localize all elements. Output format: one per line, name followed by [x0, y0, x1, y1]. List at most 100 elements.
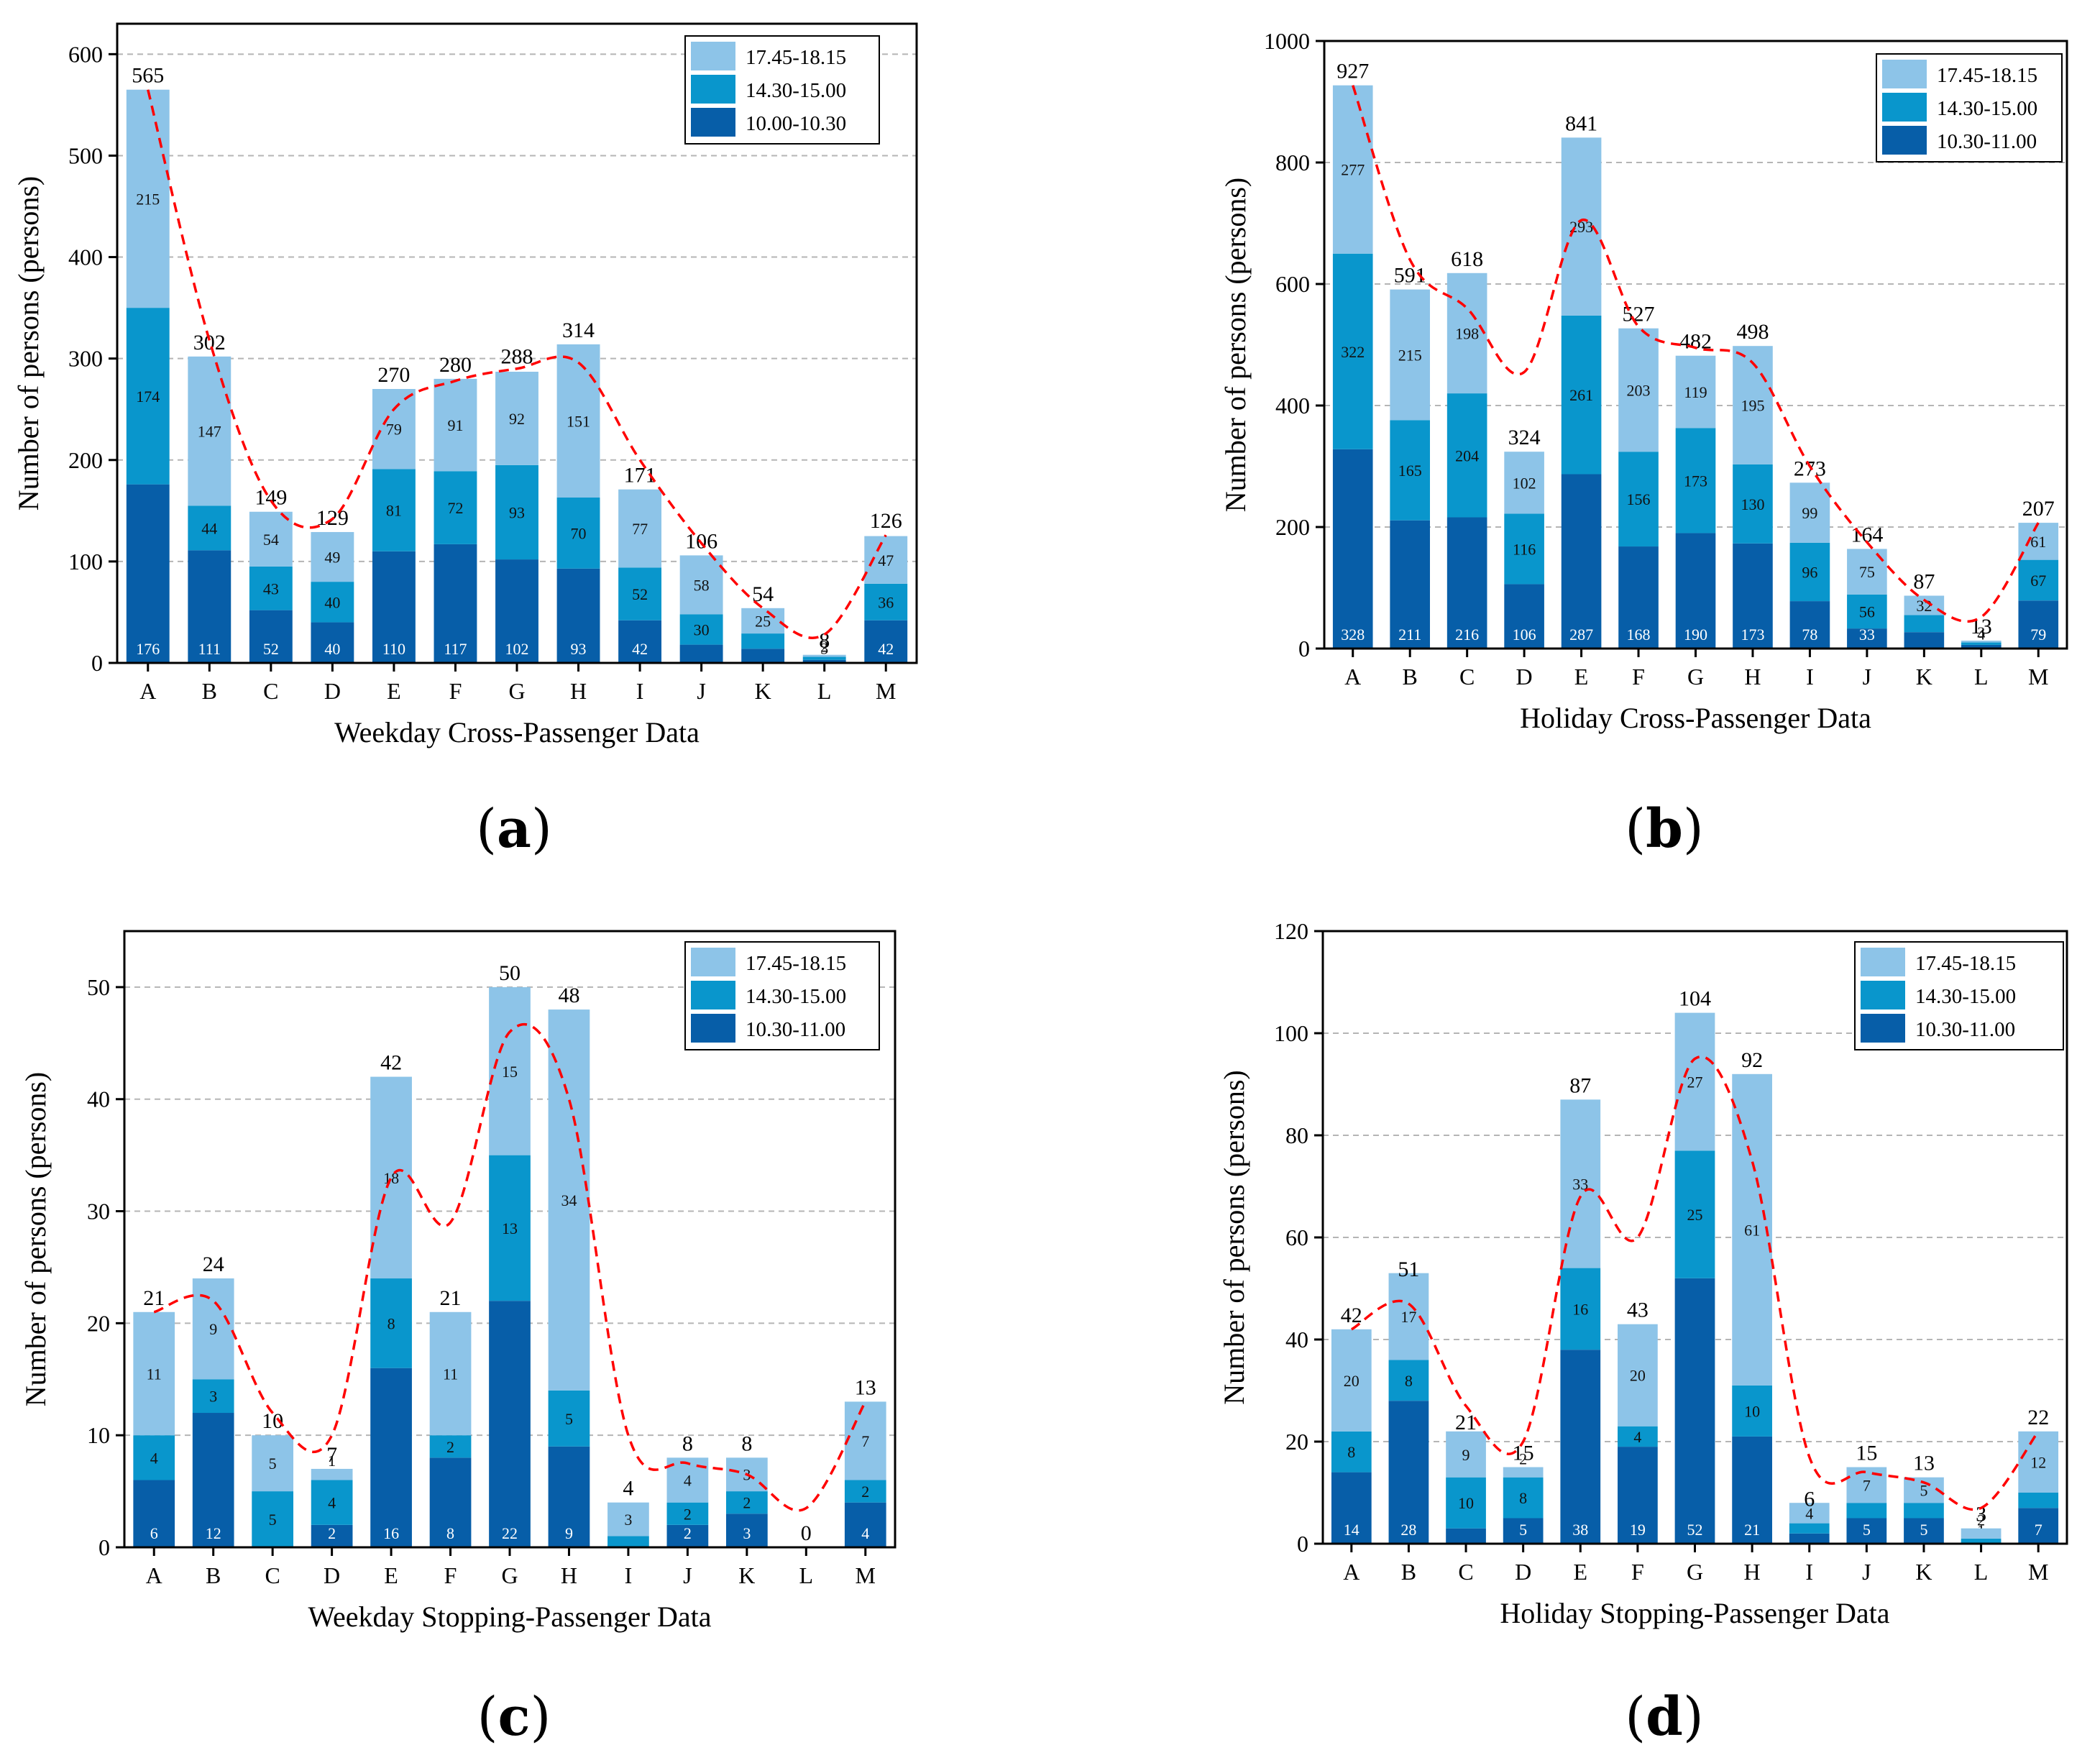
segment-label-b-B-0: 211 — [1398, 626, 1421, 644]
xtick-label-d-C: C — [1458, 1559, 1473, 1585]
xtick-label-d-K: K — [1915, 1559, 1932, 1585]
bar-segment-c-G-0 — [489, 1301, 531, 1547]
chart-b: 3283222779272111652155912162041986181061… — [1219, 28, 2068, 734]
bar-segment-b-L-0 — [1961, 644, 2002, 649]
segment-label-d-H-2: 61 — [1744, 1221, 1760, 1239]
xtick-label-c-G: G — [501, 1562, 518, 1588]
segment-label-d-J-2: 7 — [1863, 1476, 1871, 1494]
bar-segment-d-C-0 — [1446, 1528, 1486, 1544]
segment-label-b-G-2: 119 — [1684, 383, 1707, 401]
ytick-label-a-600: 600 — [68, 41, 103, 67]
legend-swatch-d-2 — [1861, 1014, 1905, 1043]
bar-segment-d-J-0 — [1846, 1518, 1887, 1544]
segment-label-c-E-1: 8 — [388, 1314, 395, 1332]
xtick-label-a-G: G — [508, 678, 525, 704]
segment-label-b-J-1: 56 — [1859, 603, 1875, 621]
segment-label-d-K-0: 5 — [1920, 1521, 1927, 1539]
segment-label-c-D-0: 2 — [328, 1524, 336, 1542]
total-label-c-K: 8 — [741, 1432, 752, 1455]
segment-label-b-L-0: 6 — [1977, 628, 1985, 646]
total-label-c-B: 24 — [203, 1253, 224, 1276]
bar-segment-a-L-0 — [802, 659, 846, 663]
bar-segment-b-K-2 — [1904, 595, 1945, 615]
segment-label-c-E-0: 16 — [383, 1524, 399, 1542]
legend-label-d-2: 10.30-11.00 — [1915, 1018, 2015, 1041]
bar-segment-c-K-1 — [725, 1491, 768, 1514]
segment-label-a-C-1: 43 — [263, 580, 279, 597]
bar-segment-a-C-2 — [249, 511, 293, 567]
bar-segment-a-B-0 — [188, 550, 231, 663]
segment-label-b-H-1: 130 — [1741, 495, 1764, 513]
total-label-d-M: 22 — [2027, 1406, 2049, 1429]
caption-c: (c) — [477, 1686, 551, 1748]
xtick-label-d-G: G — [1687, 1559, 1703, 1585]
bar-segment-a-G-1 — [495, 464, 538, 560]
segment-label-a-C-2: 54 — [263, 531, 279, 549]
xtick-label-a-K: K — [755, 678, 771, 704]
segment-label-c-H-0: 9 — [565, 1524, 573, 1542]
xtick-label-d-I: I — [1805, 1559, 1813, 1585]
bar-segment-c-M-1 — [844, 1480, 886, 1503]
xtick-label-a-C: C — [263, 678, 278, 704]
bar-segment-d-H-1 — [1732, 1385, 1772, 1437]
segment-label-d-D-2: 2 — [1519, 1450, 1527, 1468]
xtick-label-a-I: I — [636, 678, 644, 704]
segment-label-d-E-1: 16 — [1572, 1300, 1588, 1318]
segment-label-a-C-0: 52 — [263, 640, 279, 658]
bar-segment-d-K-1 — [1904, 1503, 1944, 1519]
bar-segment-a-D-2 — [311, 531, 354, 582]
xtick-label-d-L: L — [1974, 1559, 1989, 1585]
bar-segment-d-I-1 — [1789, 1523, 1830, 1534]
segment-label-c-M-0: 4 — [861, 1524, 869, 1542]
bar-segment-a-J-0 — [679, 644, 723, 663]
xtick-label-b-M: M — [2028, 664, 2048, 690]
caption-d: (d) — [1625, 1686, 1704, 1748]
bar-segment-d-I-0 — [1789, 1533, 1830, 1544]
bar-segment-b-D-1 — [1504, 513, 1544, 585]
segment-label-d-F-2: 20 — [1630, 1367, 1646, 1385]
bar-segment-c-B-2 — [192, 1278, 234, 1380]
y-axis-title-d: Number of persons (persons) — [1218, 1070, 1250, 1404]
segment-label-a-D-2: 49 — [324, 549, 340, 567]
bar-segment-c-C-2 — [252, 1435, 294, 1492]
x-axis-title-b: Holiday Cross-Passenger Data — [1520, 702, 1871, 734]
bar-segment-c-H-2 — [548, 1009, 590, 1391]
segment-label-a-M-2: 47 — [878, 551, 894, 569]
chart-panel-b: 328 322 277 927 211 165 215 591 216 204 198 618 106 1… — [1050, 0, 2100, 780]
segment-label-a-J-2: 58 — [694, 576, 710, 594]
bar-segment-a-I-2 — [618, 489, 662, 568]
bar-segment-b-C-0 — [1446, 517, 1487, 649]
total-label-c-E: 42 — [380, 1051, 402, 1075]
bar-segment-c-K-0 — [725, 1514, 768, 1547]
segment-label-d-M-2: 12 — [2030, 1453, 2046, 1471]
bar-segment-c-E-1 — [370, 1278, 412, 1368]
total-label-d-G: 104 — [1679, 987, 1711, 1011]
segment-label-a-H-2: 151 — [567, 412, 590, 430]
ytick-label-c-40: 40 — [87, 1086, 110, 1112]
bar-segment-b-D-2 — [1504, 452, 1544, 514]
xtick-label-b-L: L — [1974, 664, 1989, 690]
bar-segment-d-J-1 — [1846, 1503, 1887, 1519]
xtick-label-c-J: J — [683, 1562, 692, 1588]
xtick-label-a-L: L — [817, 678, 832, 704]
bar-segment-c-B-0 — [192, 1413, 234, 1547]
ytick-label-a-300: 300 — [68, 346, 103, 372]
segment-label-c-D-2: 1 — [328, 1452, 336, 1470]
bar-segment-d-A-1 — [1331, 1431, 1372, 1473]
total-label-d-K: 13 — [1913, 1452, 1935, 1475]
segment-label-d-B-2: 17 — [1400, 1308, 1416, 1326]
xtick-label-c-H: H — [561, 1562, 577, 1588]
segment-label-a-K-2: 25 — [755, 612, 771, 630]
bar-segment-b-H-1 — [1733, 464, 1773, 544]
ytick-label-b-1000: 1000 — [1264, 28, 1310, 54]
bar-segment-d-B-2 — [1388, 1273, 1429, 1360]
total-label-a-B: 302 — [193, 331, 226, 354]
bar-segment-a-M-1 — [864, 583, 908, 621]
ytick-label-d-120: 120 — [1274, 918, 1308, 944]
bar-segment-b-H-2 — [1733, 346, 1773, 464]
segment-label-d-C-2: 9 — [1462, 1446, 1470, 1464]
xtick-label-c-B: B — [206, 1562, 221, 1588]
segment-label-c-I-2: 3 — [624, 1511, 632, 1529]
bar-segment-b-C-1 — [1446, 393, 1487, 518]
bar-segment-d-K-0 — [1904, 1518, 1944, 1544]
